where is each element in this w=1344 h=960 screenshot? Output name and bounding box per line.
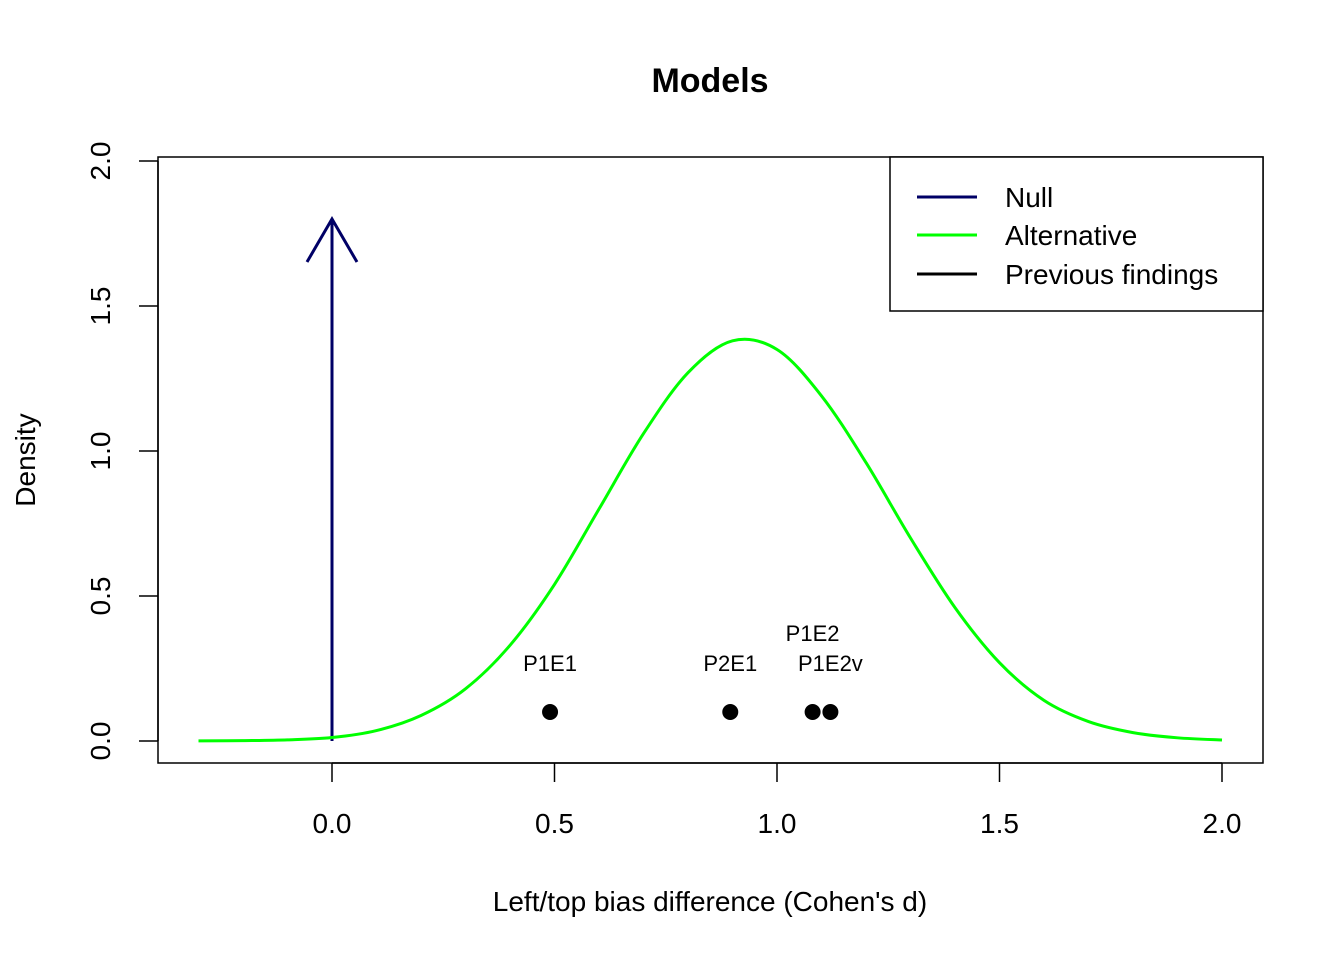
finding-point [804,704,821,720]
y-tick-label: 1.5 [85,287,116,326]
legend-label-null: Null [1005,182,1053,213]
legend: Null Alternative Previous findings [889,156,1264,312]
legend-label-alternative: Alternative [1005,220,1137,251]
x-tick-label: 0.0 [313,808,352,839]
chart-title: Models [651,62,768,100]
finding-point [822,704,839,720]
x-tick-label: 1.5 [980,808,1019,839]
finding-label: P1E2 [786,621,840,646]
y-tick-label: 0.5 [85,577,116,616]
x-tick-label: 1.0 [758,808,797,839]
y-tick-label: 0.0 [85,722,116,761]
x-tick-label: 0.5 [535,808,574,839]
legend-label-previous-findings: Previous findings [1005,259,1218,290]
finding-label: P1E2v [798,651,863,676]
y-axis-title: Density [10,413,41,506]
series-layer [198,216,1223,743]
x-axis: 0.0 0.5 1.0 1.5 2.0 [313,762,1242,839]
x-tick-label: 2.0 [1203,808,1242,839]
y-tick-label: 1.0 [85,432,116,471]
alternative-density-curve [198,337,1223,743]
null-arrow-head [305,216,359,263]
y-axis: 0.0 0.5 1.0 1.5 2.0 [85,142,159,761]
x-axis-title: Left/top bias difference (Cohen's d) [493,886,927,917]
finding-label: P2E1 [703,651,757,676]
finding-label: P1E1 [523,651,577,676]
finding-point [542,704,559,720]
y-tick-label: 2.0 [85,142,116,181]
finding-point [722,704,739,720]
points-layer: P1E1 P2E1 P1E2 P1E2v [523,621,863,720]
